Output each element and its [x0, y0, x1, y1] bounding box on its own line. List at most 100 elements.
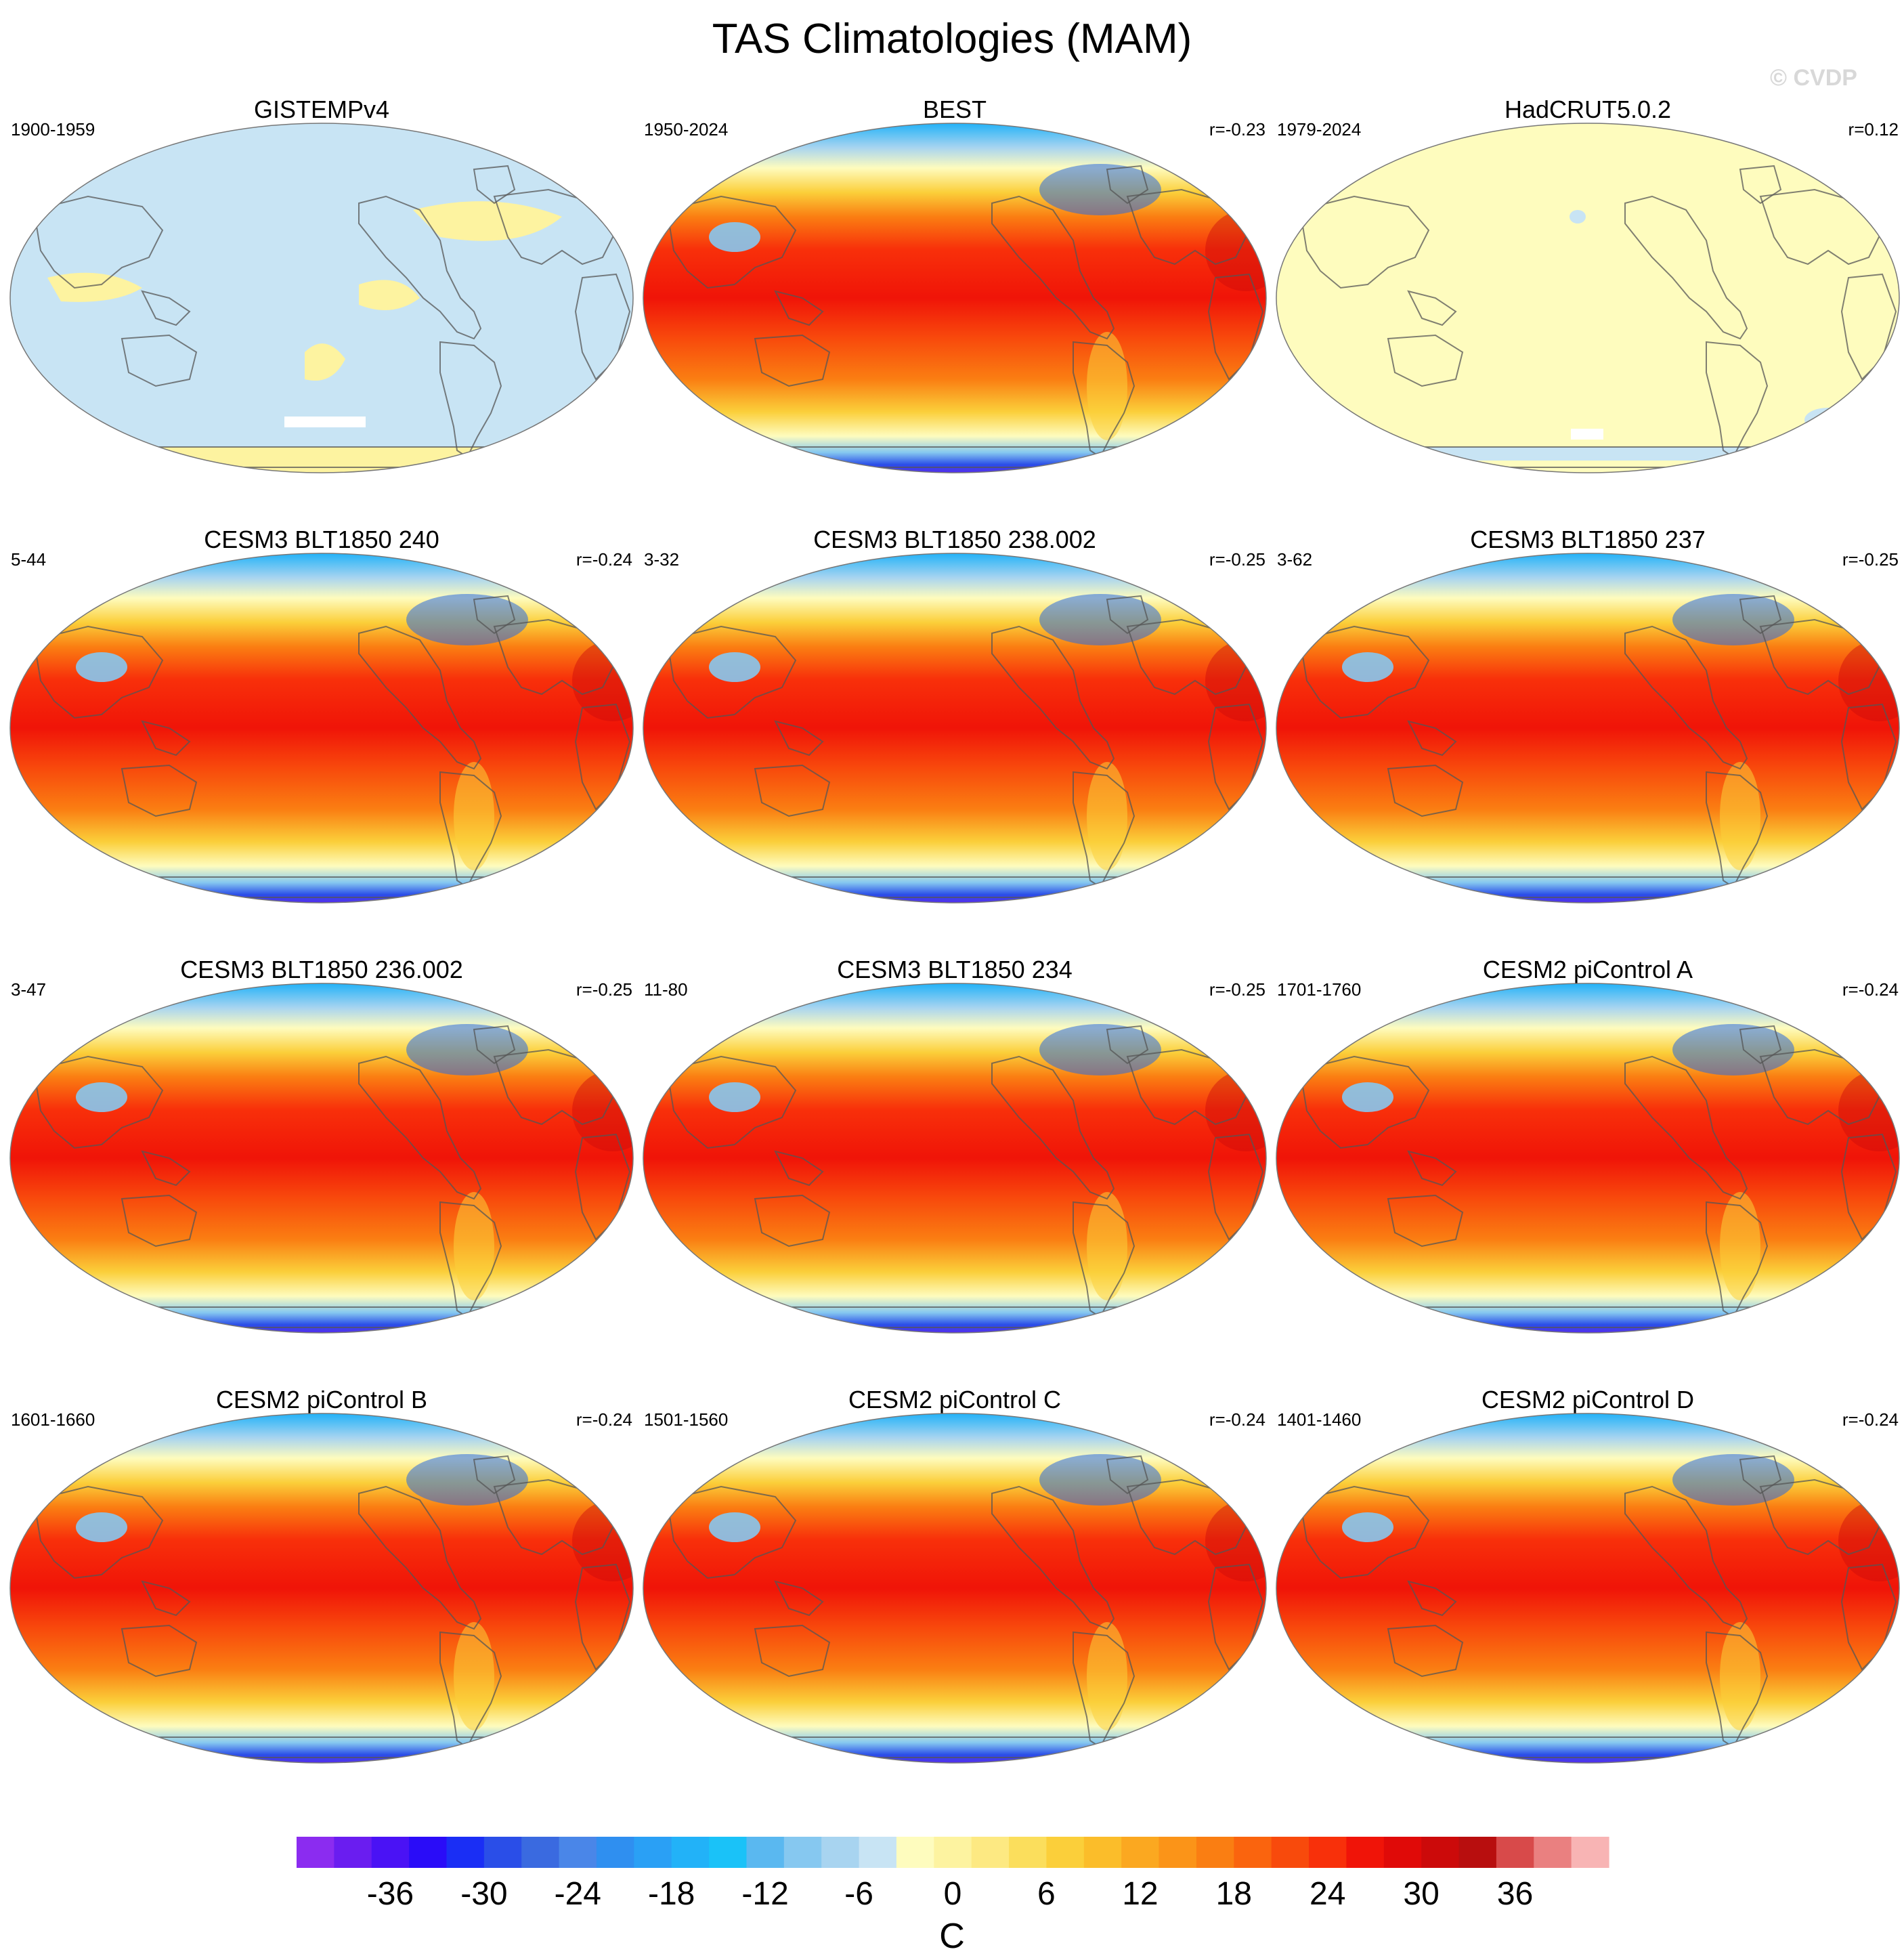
panel-correlation: r=-0.24 [1209, 1409, 1265, 1430]
panel-title: CESM2 piControl C [848, 1386, 1062, 1413]
colorbar-swatch [634, 1837, 672, 1868]
colorbar-tick-label: 0 [944, 1876, 962, 1912]
colorbar-swatch [1159, 1837, 1197, 1868]
colorbar-swatch [1234, 1837, 1272, 1868]
panel-correlation: r=-0.25 [1209, 549, 1265, 570]
map-panel: CESM2 piControl D 1401-1460 r=-0.24 [1273, 1385, 1903, 1791]
colorbar-swatch [409, 1837, 448, 1868]
world-map [9, 1413, 634, 1764]
panel-years: 3-62 [1277, 549, 1313, 570]
map-panel: GISTEMPv4 1900-1959 [7, 95, 636, 501]
colorbar-swatch [1346, 1837, 1385, 1868]
panel-title: CESM3 BLT1850 240 [204, 526, 439, 553]
colorbar-swatch [1083, 1837, 1122, 1868]
panel-years: 11-80 [644, 979, 688, 1000]
world-map [9, 553, 634, 903]
panel-correlation: r=-0.24 [1842, 979, 1899, 1000]
colorbar-tick-label: -6 [844, 1876, 873, 1912]
colorbar-swatch [783, 1837, 822, 1868]
panel-years: 1701-1760 [1277, 979, 1362, 1000]
colorbar-swatch [971, 1837, 1010, 1868]
colorbar-swatch [596, 1837, 634, 1868]
world-map [643, 553, 1267, 903]
cvdp-watermark: © CVDP [1770, 65, 1857, 91]
colorbar-swatch [671, 1837, 710, 1868]
colorbar-tick-label: -12 [741, 1876, 788, 1912]
map-panel: CESM3 BLT1850 234 11-80 r=-0.25 [640, 955, 1270, 1361]
colorbar-swatch [746, 1837, 785, 1868]
panel-title: CESM3 BLT1850 234 [837, 956, 1073, 983]
colorbar-swatch [1121, 1837, 1160, 1868]
panel-years: 1501-1560 [644, 1409, 729, 1430]
world-map [9, 123, 634, 473]
colorbar-swatch [297, 1837, 334, 1868]
panel-title: CESM3 BLT1850 237 [1470, 526, 1706, 553]
panel-years: 5-44 [11, 549, 47, 570]
colorbar-swatch [1571, 1837, 1609, 1868]
colorbar-swatch [821, 1837, 860, 1868]
panel-correlation: r=0.12 [1848, 119, 1899, 140]
panel-title: GISTEMPv4 [253, 95, 390, 123]
map-panel: CESM3 BLT1850 240 5-44 r=-0.24 [7, 525, 636, 931]
colorbar-swatch [1009, 1837, 1047, 1868]
colorbar-tick-labels: -36 -30 -24 -18 -12 -6 0 6 12 18 24 30 36 [367, 1876, 1534, 1912]
map-panel: BEST 1950-2024 r=-0.23 [640, 95, 1270, 501]
colorbar-swatch [859, 1837, 897, 1868]
colorbar-tick-label: 24 [1310, 1876, 1345, 1912]
colorbar-tick-label: -30 [460, 1876, 507, 1912]
colorbar-swatch [371, 1837, 410, 1868]
map-panel: CESM3 BLT1850 236.002 3-47 r=-0.25 [7, 955, 636, 1361]
main-title: TAS Climatologies (MAM) [712, 16, 1192, 62]
panel-years: 1979-2024 [1277, 119, 1362, 140]
world-map [643, 123, 1267, 473]
colorbar-tick-label: 18 [1216, 1876, 1252, 1912]
colorbar-swatches [297, 1837, 1609, 1868]
panel-title: CESM3 BLT1850 236.002 [180, 956, 463, 983]
world-map [1276, 123, 1900, 473]
colorbar-swatch [1458, 1837, 1497, 1868]
colorbar-swatch [1383, 1837, 1422, 1868]
colorbar-swatch [934, 1837, 972, 1868]
colorbar-swatch [1496, 1837, 1534, 1868]
colorbar-tick-label: -36 [367, 1876, 414, 1912]
colorbar-tick-label: 36 [1497, 1876, 1533, 1912]
panel-correlation: r=-0.24 [576, 549, 632, 570]
panel-title: CESM2 piControl D [1481, 1386, 1695, 1413]
panel-title: HadCRUT5.0.2 [1504, 95, 1672, 123]
colorbar-swatch [483, 1837, 522, 1868]
colorbar-tick-label: 30 [1403, 1876, 1439, 1912]
world-map [643, 1413, 1267, 1764]
colorbar-swatch [1534, 1837, 1572, 1868]
world-map [643, 983, 1267, 1334]
colorbar-tick-label: 6 [1037, 1876, 1056, 1912]
panel-title: CESM2 piControl B [215, 1386, 428, 1413]
colorbar-swatch [1196, 1837, 1234, 1868]
colorbar-swatch [1309, 1837, 1347, 1868]
map-panel: CESM3 BLT1850 237 3-62 r=-0.25 [1273, 525, 1903, 931]
colorbar-tick-label: -24 [555, 1876, 601, 1912]
colorbar-swatch [709, 1837, 748, 1868]
colorbar-swatch [446, 1837, 485, 1868]
panel-title: BEST [922, 95, 987, 123]
panel-correlation: r=-0.25 [1209, 979, 1265, 1000]
map-panel: CESM2 piControl C 1501-1560 r=-0.24 [640, 1385, 1270, 1791]
colorbar-tick-label: -18 [648, 1876, 695, 1912]
panel-correlation: r=-0.24 [1842, 1409, 1899, 1430]
world-map [9, 983, 634, 1334]
panel-correlation: r=-0.25 [576, 979, 632, 1000]
world-map [1276, 983, 1900, 1334]
panel-years: 1900-1959 [11, 119, 95, 140]
colorbar-swatch [521, 1837, 560, 1868]
colorbar-swatch [334, 1837, 372, 1868]
panel-title: CESM3 BLT1850 238.002 [813, 526, 1096, 553]
panel-years: 3-47 [11, 979, 47, 1000]
panel-title: CESM2 piControl A [1482, 956, 1693, 983]
panel-years: 1401-1460 [1277, 1409, 1362, 1430]
colorbar-unit-label: C [939, 1917, 965, 1956]
panel-years: 1601-1660 [11, 1409, 95, 1430]
world-map [1276, 553, 1900, 903]
panel-years: 3-32 [644, 549, 680, 570]
panel-correlation: r=-0.23 [1209, 119, 1265, 140]
map-panel: HadCRUT5.0.2 1979-2024 r=0.12 [1273, 95, 1903, 501]
map-panel: CESM2 piControl A 1701-1760 r=-0.24 [1273, 955, 1903, 1361]
